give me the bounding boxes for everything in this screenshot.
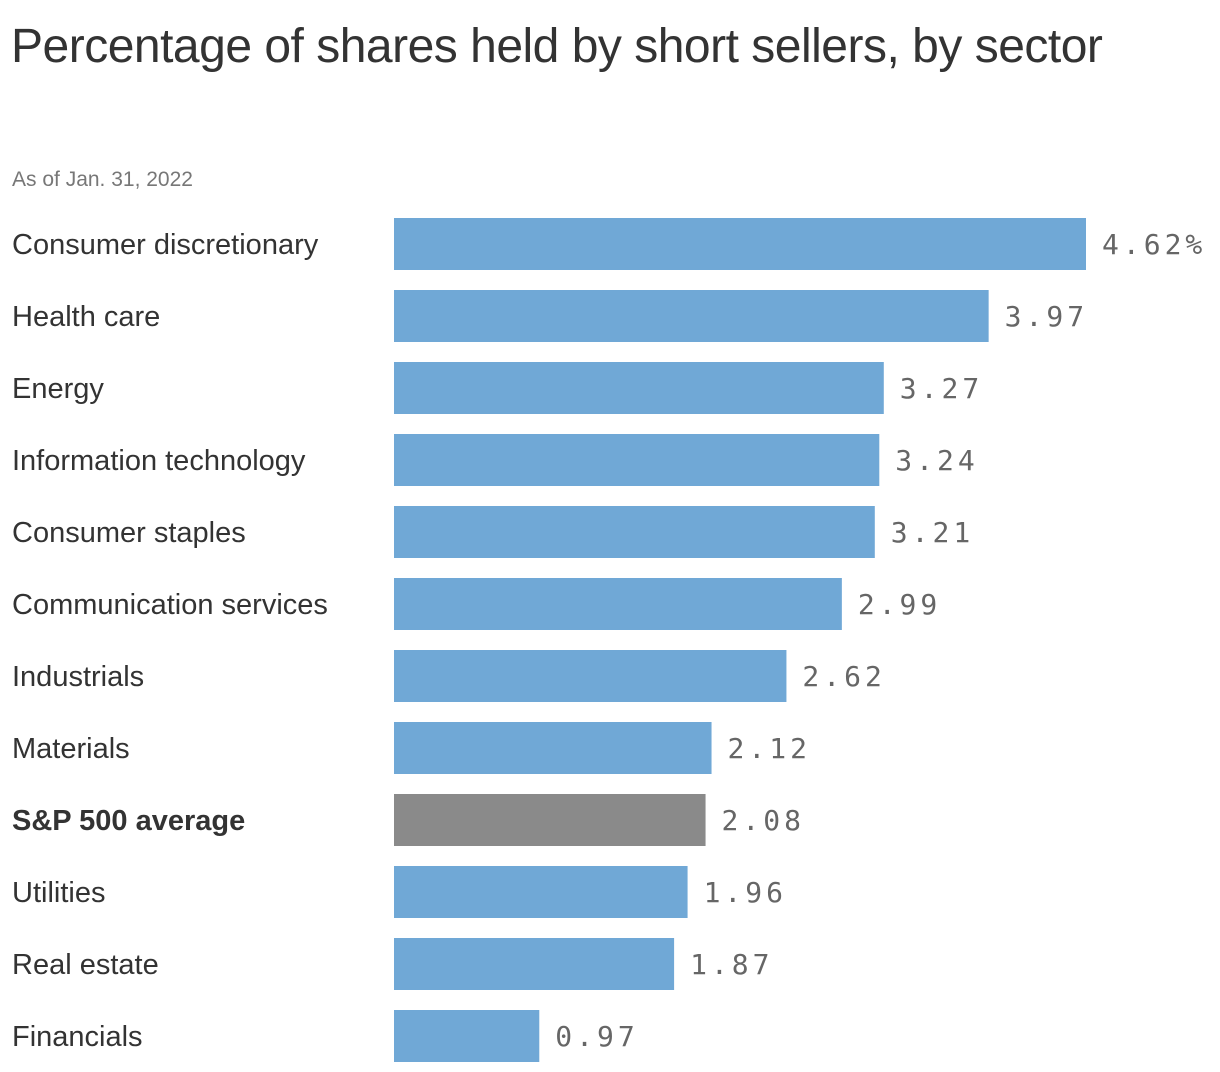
bar-row-financials: Financials 0.97 [12,1010,638,1062]
value-label: 1.87 [690,948,773,981]
bar-row-materials: Materials 2.12 [12,722,811,774]
bar [394,290,989,342]
bar [394,362,884,414]
value-label: 3.97 [1005,300,1088,333]
bar-row-energy: Energy 3.27 [12,362,983,414]
bar-row-consumer-discretionary: Consumer discretionary 4.62% [12,218,1206,270]
bar-row-communication-services: Communication services 2.99 [12,578,941,630]
value-label: 1.96 [704,876,787,909]
value-label: 3.27 [900,372,983,405]
chart-title: Percentage of shares held by short selle… [11,20,1103,73]
category-label: Health care [12,301,160,333]
category-label: Financials [12,1021,143,1053]
bar-row-health-care: Health care 3.97 [12,290,1088,342]
bar-row-real-estate: Real estate 1.87 [12,938,773,990]
category-label: Consumer staples [12,517,246,549]
chart-subtitle: As of Jan. 31, 2022 [12,168,193,191]
bar-row-sandp-500-average: S&P 500 average 2.08 [12,794,805,846]
bar [394,866,688,918]
bar [394,506,875,558]
bar [394,938,675,990]
category-label: Real estate [12,949,159,981]
value-label: 3.21 [891,516,974,549]
category-label: Utilities [12,877,105,909]
category-label: Industrials [12,661,144,693]
bar [394,434,880,486]
category-label: Communication services [12,589,328,621]
category-label: Materials [12,733,130,765]
bar [394,650,787,702]
category-label: Energy [12,373,104,405]
bar-row-information-technology: Information technology 3.24 [12,434,978,486]
bar [394,722,712,774]
bar-row-utilities: Utilities 1.96 [12,866,787,918]
value-label: 2.08 [722,804,805,837]
bar [394,578,842,630]
bar [394,1010,540,1062]
value-label: 2.12 [728,732,811,765]
category-label: S&P 500 average [12,805,245,837]
category-label: Consumer discretionary [12,229,319,261]
value-label: 3.24 [895,444,978,477]
bar-row-consumer-staples: Consumer staples 3.21 [12,506,974,558]
value-label: 2.99 [858,588,941,621]
value-label: 4.62% [1102,228,1206,261]
bar-row-industrials: Industrials 2.62 [12,650,885,702]
value-label: 2.62 [802,660,885,693]
bar-highlight [394,794,706,846]
value-label: 0.97 [555,1020,638,1053]
bar [394,218,1086,270]
category-label: Information technology [12,445,306,477]
